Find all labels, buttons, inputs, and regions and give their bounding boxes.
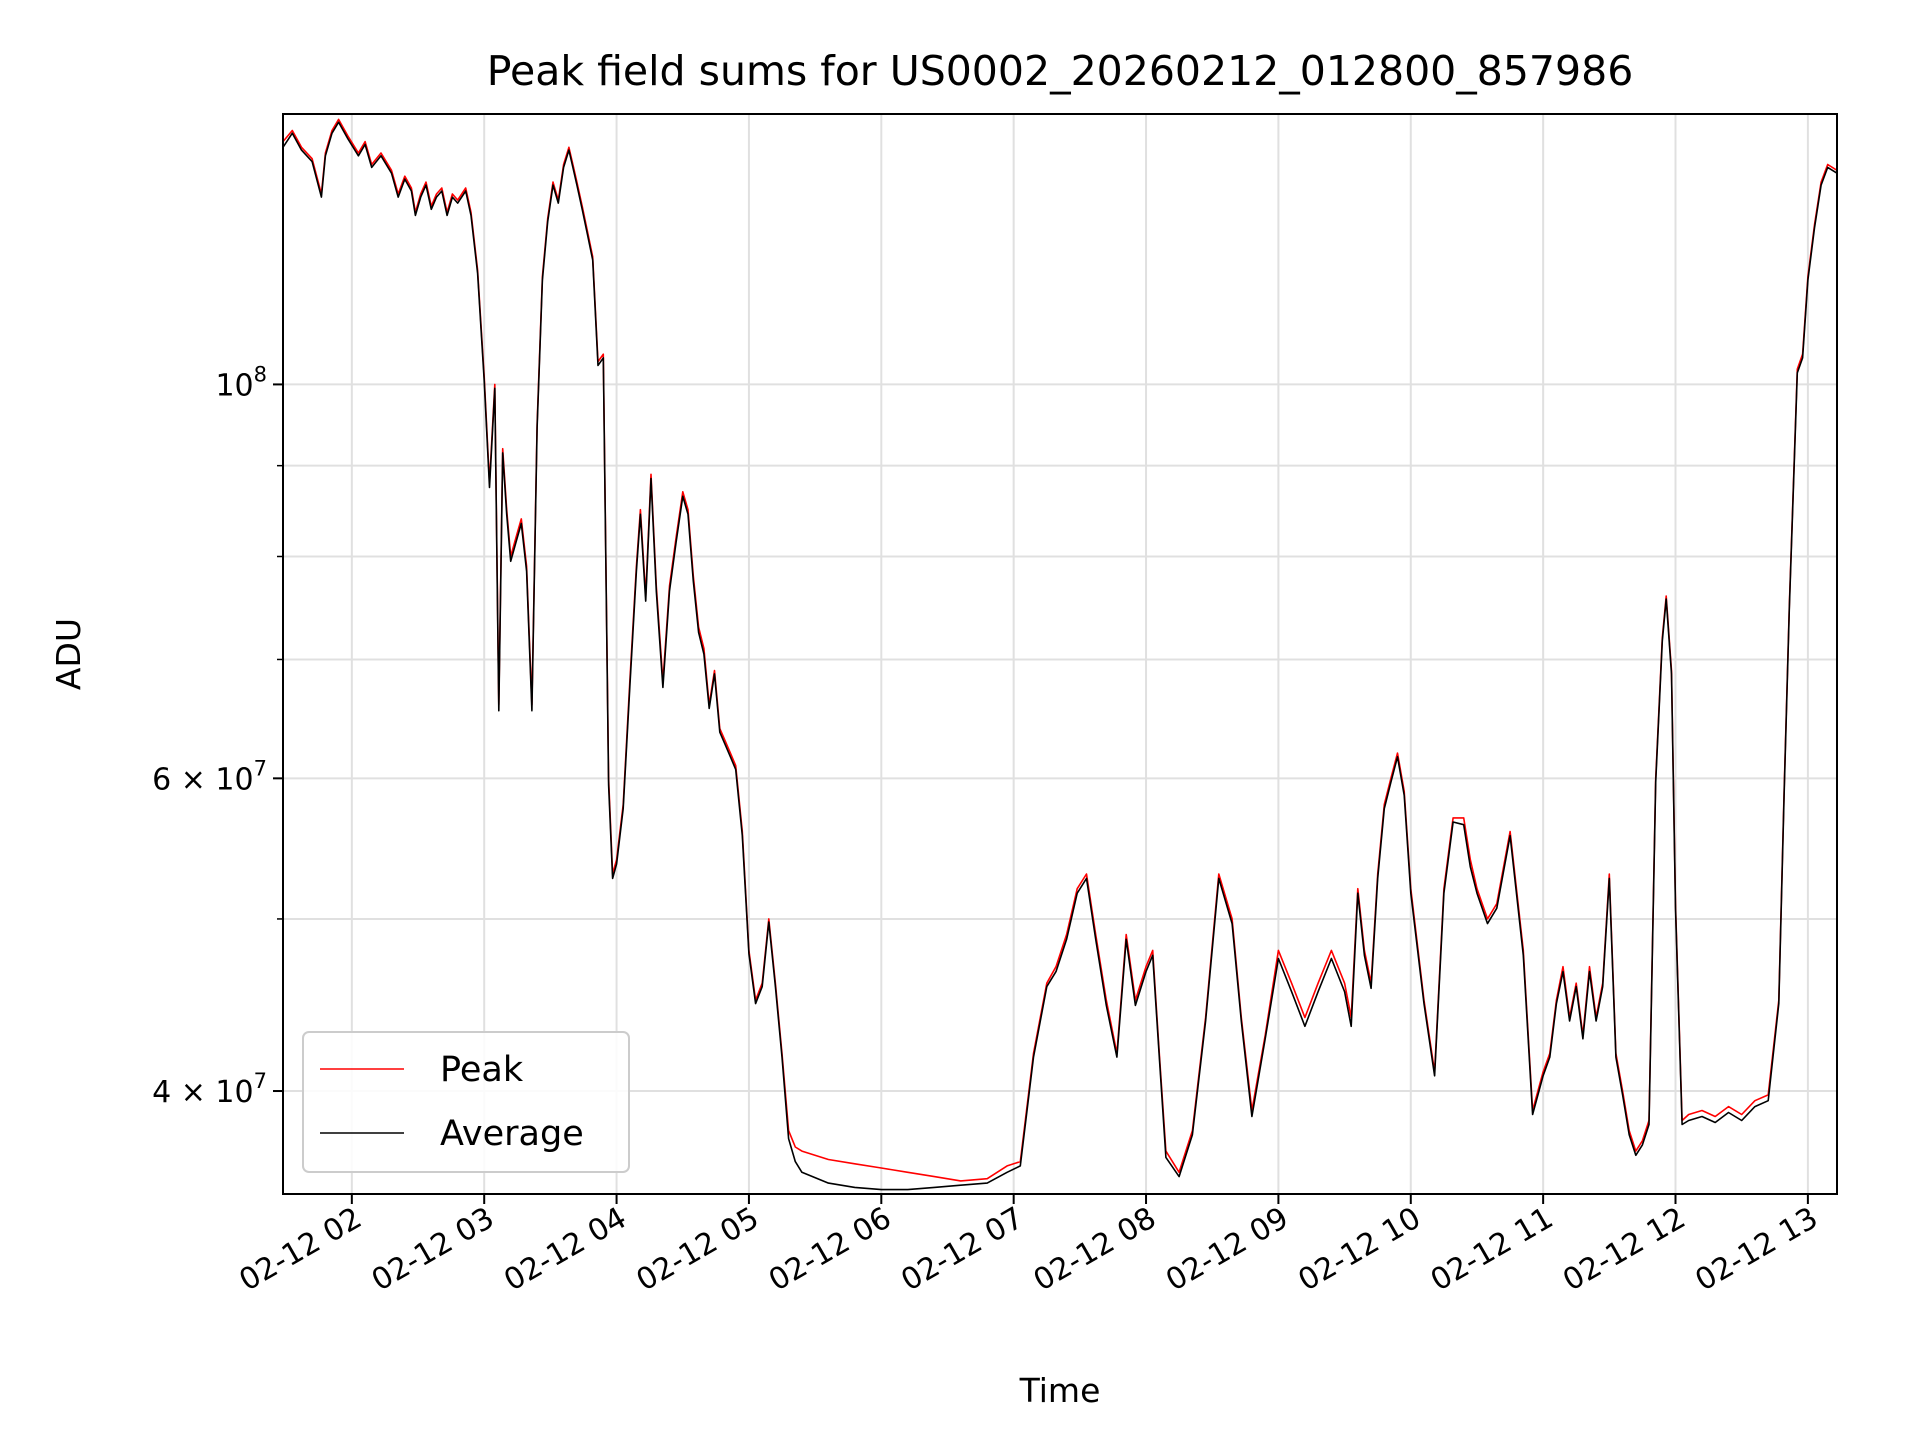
y-axis-title: ADU [49,618,88,690]
series-line-average [282,121,1838,1191]
y-tick-label-0: 4 × 107 [152,1069,267,1110]
y-tick-label-1: 6 × 107 [152,756,267,797]
plot-area [282,118,1838,1191]
y-tick-label-2: 108 [215,362,267,403]
grid-lines [283,114,1837,1194]
legend: Peak Average [302,1031,630,1173]
y-axis: 4 × 107 6 × 107 108 [152,362,283,1110]
x-axis-title: Time [1019,1371,1101,1410]
legend-box [302,1031,630,1173]
chart-title: Peak field sums for US0002_20260212_0128… [487,47,1634,95]
legend-label-peak: Peak [440,1050,524,1090]
legend-label-average: Average [440,1114,584,1154]
plot-frame [282,113,1838,1195]
